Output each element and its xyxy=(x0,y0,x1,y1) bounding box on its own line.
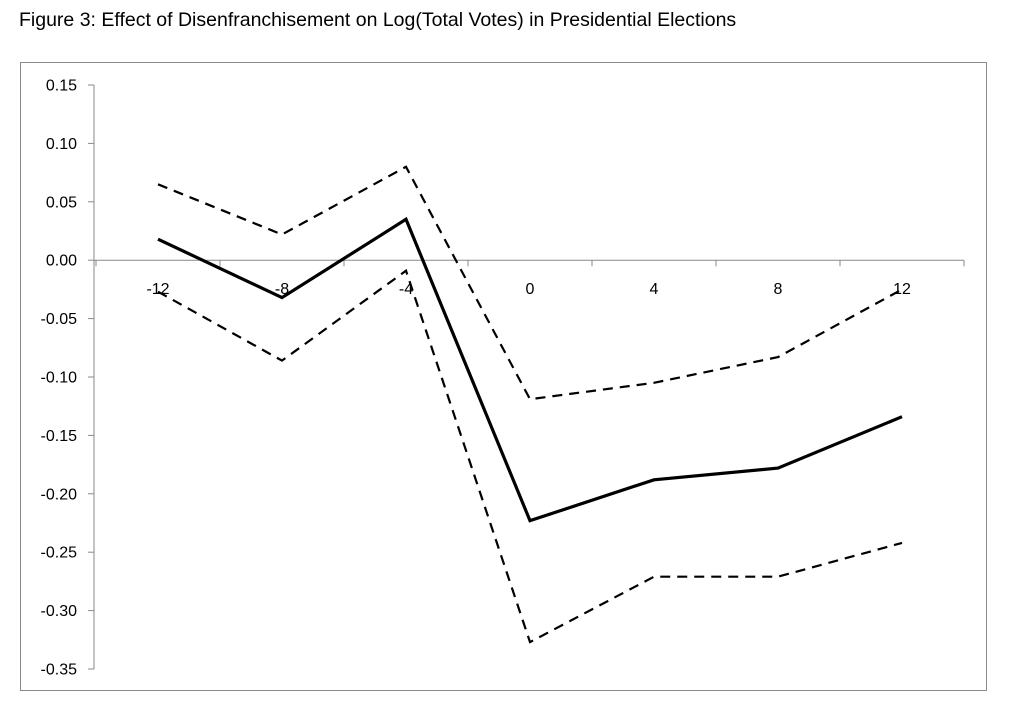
y-tick-label: -0.10 xyxy=(41,370,78,387)
y-tick-label: 0.10 xyxy=(46,136,77,153)
upper-bound-line xyxy=(157,165,903,401)
x-tick-label: -4 xyxy=(399,281,413,298)
series-group xyxy=(157,165,903,644)
y-tick-label: -0.15 xyxy=(41,428,78,445)
figure-title: Figure 3: Effect of Disenfranchisement o… xyxy=(19,9,737,31)
y-axis: 0.15 0.10 0.05 0.00 -0.05 -0.10 -0.15 -0.20 -0.2… xyxy=(41,78,95,679)
x-tick-label: 12 xyxy=(893,281,911,298)
y-tick-label: -0.35 xyxy=(41,662,78,679)
y-tick-label: 0.05 xyxy=(46,194,77,211)
y-tick-label: -0.20 xyxy=(41,486,78,503)
lower-bound-line xyxy=(157,268,903,644)
y-tick-label: -0.30 xyxy=(41,603,78,620)
chart-frame xyxy=(20,62,987,691)
x-tick-label: 8 xyxy=(774,281,783,298)
estimate-line xyxy=(157,216,903,523)
y-tick-label: 0.15 xyxy=(46,78,77,95)
y-tick-label: 0.00 xyxy=(46,253,77,270)
y-tick-label: -0.05 xyxy=(41,311,78,328)
y-tick-label: -0.25 xyxy=(41,545,78,562)
x-tick-label: 4 xyxy=(650,281,659,298)
x-axis: -12 -8 -4 0 4 8 12 xyxy=(94,259,965,298)
x-tick-label: 0 xyxy=(526,281,535,298)
